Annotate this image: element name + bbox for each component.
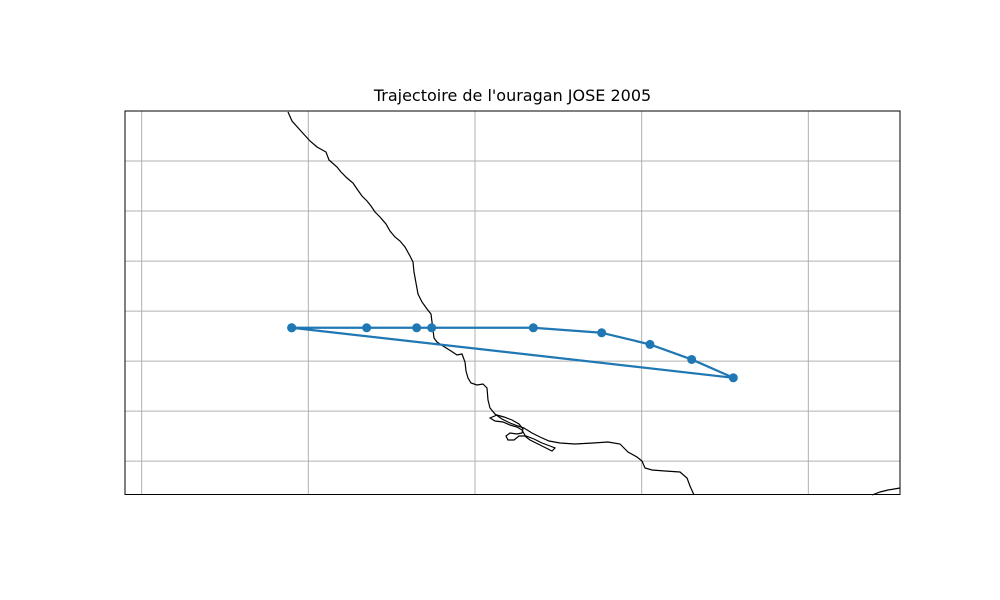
track-point [287,323,297,333]
track-point [687,354,697,364]
track-point [597,328,607,338]
hurricane-track [287,323,738,383]
coastline-mexico-gulf [287,111,695,496]
track-point [728,373,738,383]
track-point [362,323,372,333]
gridlines [125,111,900,495]
track-line [291,326,735,379]
track-points [287,323,738,383]
map-title: Trajectoire de l'ouragan JOSE 2005 [373,86,652,105]
coastline-laguna [488,414,557,452]
coastline-layer [287,111,901,496]
coastline-cuba-edge [871,487,901,496]
map-frame [124,110,901,495]
track-point [412,323,422,333]
track-point [528,323,538,333]
track-point [645,339,655,349]
track-point [427,323,437,333]
